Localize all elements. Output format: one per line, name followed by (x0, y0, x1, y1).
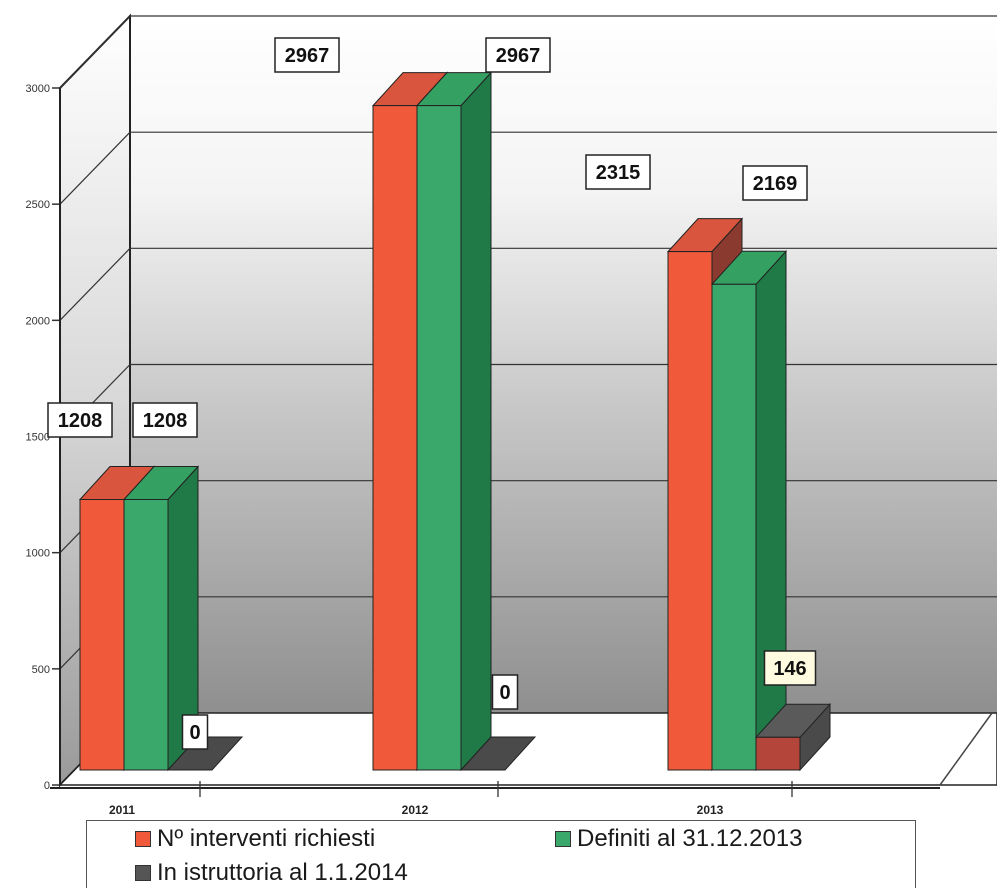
data-label-box (485, 37, 551, 73)
bar-richiesti (667, 251, 713, 771)
data-label: 0 (499, 682, 510, 704)
data-label-box (491, 674, 519, 710)
data-label-box (181, 714, 209, 750)
data-label: 2169 (753, 173, 798, 195)
data-label-box (132, 402, 198, 438)
data-label: 1208 (58, 410, 103, 432)
gridline-side (59, 247, 131, 321)
data-label-box (47, 402, 113, 438)
data-label: 0 (189, 722, 200, 744)
bar-definiti (711, 283, 757, 771)
bar-side (460, 71, 492, 772)
gridline-side (59, 131, 131, 205)
legend-label-istruttoria: In istruttoria al 1.1.2014 (157, 859, 408, 886)
legend-item-definiti: Definiti al 31.12.2013 (555, 825, 803, 853)
y-tick-label: 2000 (26, 315, 50, 327)
y-tick-label: 2500 (26, 199, 50, 211)
chart-legend: Nº interventi richiesti Definiti al 31.1… (86, 820, 916, 888)
y-tick-label: 500 (32, 664, 50, 676)
data-label: 146 (773, 658, 806, 680)
legend-item-istruttoria: In istruttoria al 1.1.2014 (135, 859, 408, 887)
data-label: 1208 (143, 410, 188, 432)
data-label: 2967 (285, 45, 330, 67)
y-tick-label: 1500 (26, 432, 50, 444)
bar-istruttoria (755, 736, 801, 771)
data-label: 2967 (496, 45, 541, 67)
y-tick-label: 1000 (26, 548, 50, 560)
legend-swatch-definiti (555, 831, 571, 847)
data-label-box (763, 650, 817, 686)
bar-definiti (123, 499, 169, 771)
legend-swatch-istruttoria (135, 865, 151, 881)
x-tick-label: 2013 (697, 803, 724, 817)
data-label-box (585, 154, 651, 190)
data-label-box (274, 37, 340, 73)
legend-label-definiti: Definiti al 31.12.2013 (577, 825, 803, 852)
bar-side (755, 250, 787, 772)
bar-richiesti (372, 105, 418, 771)
x-tick-label: 2012 (402, 803, 429, 817)
legend-swatch-richiesti (135, 831, 151, 847)
bar-richiesti (79, 499, 125, 771)
bar-definiti (416, 105, 462, 771)
data-label-box (742, 165, 808, 201)
gridline-side (59, 15, 131, 89)
y-tick-label: 3000 (26, 83, 50, 95)
floor-right-edge (939, 712, 993, 786)
y-tick-label: 0 (44, 780, 50, 792)
data-label: 2315 (596, 162, 641, 184)
legend-label-richiesti: Nº interventi richiesti (157, 825, 376, 852)
legend-item-richiesti: Nº interventi richiesti (135, 825, 375, 853)
bar-istruttoria-flat (459, 736, 537, 771)
x-tick-label: 2011 (109, 803, 135, 817)
